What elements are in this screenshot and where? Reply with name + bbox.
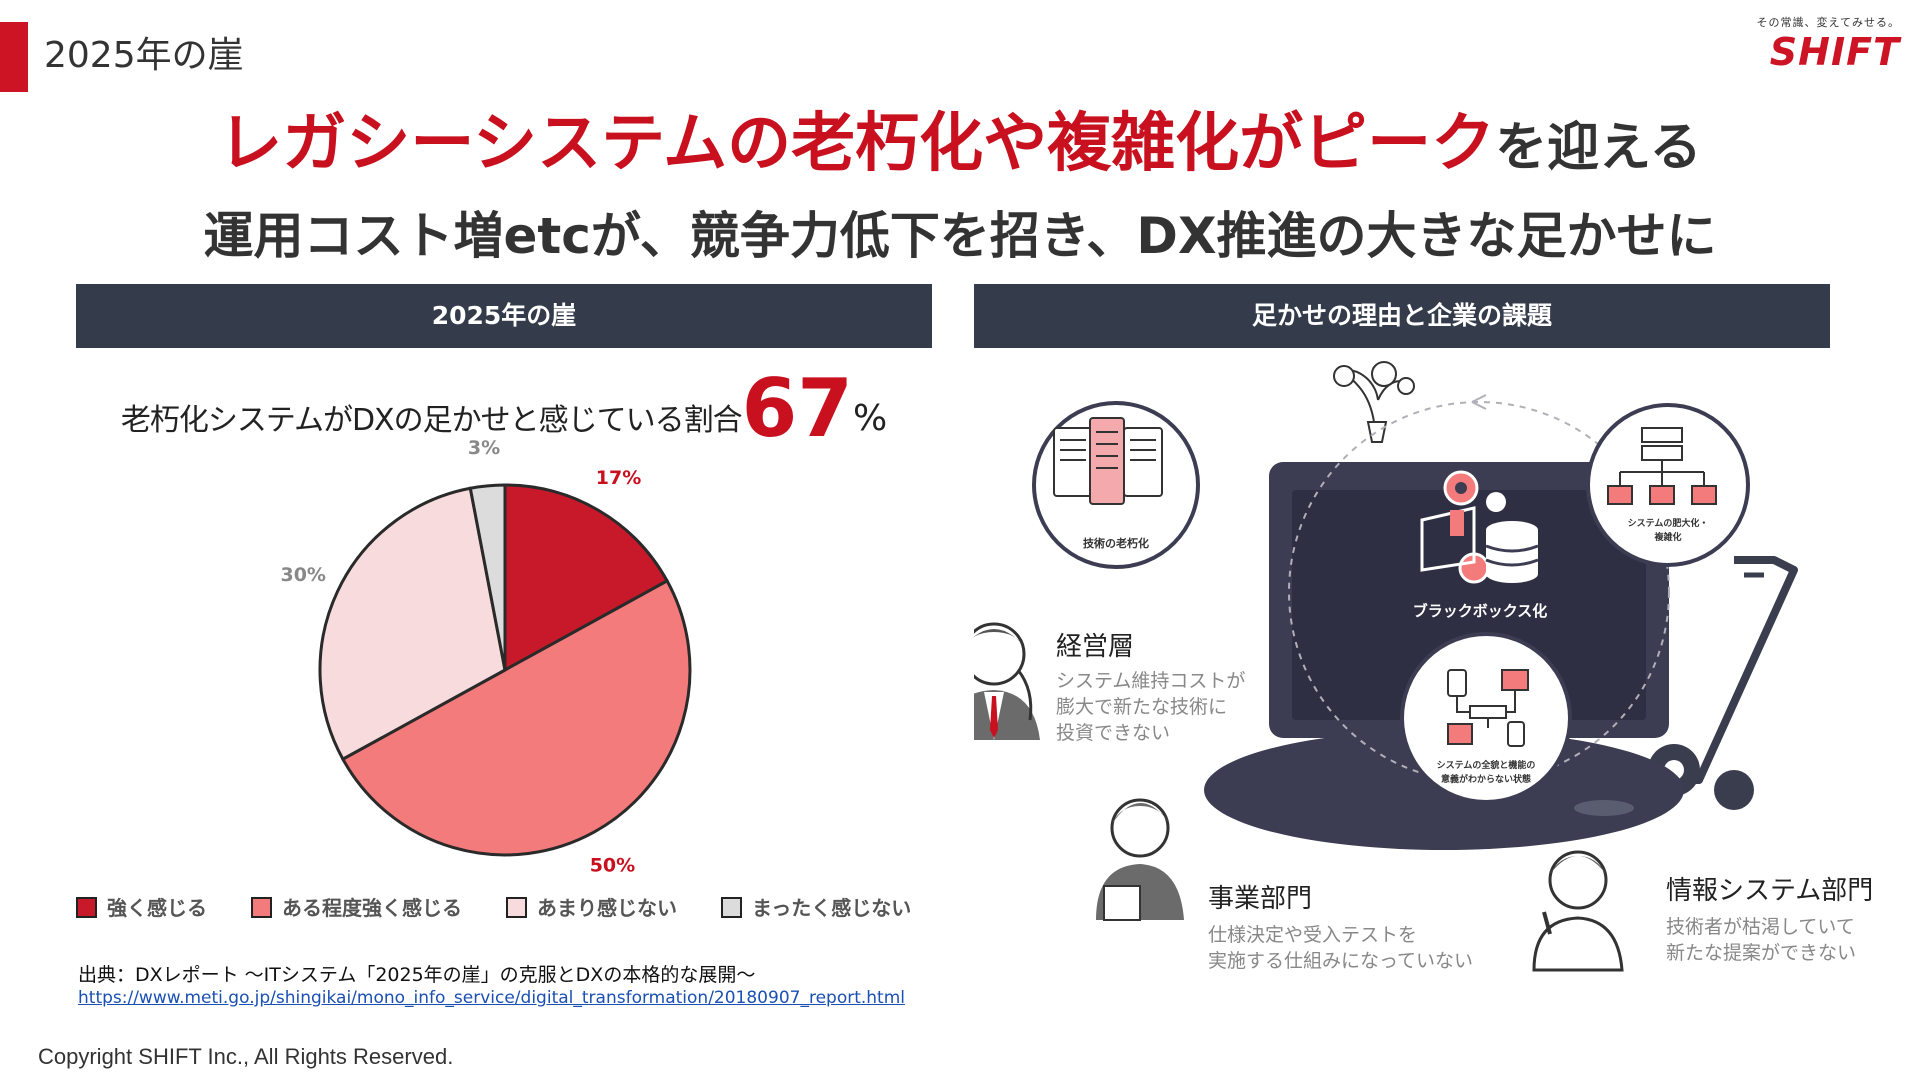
executive-figure-icon: [974, 622, 1040, 740]
legend-label: あまり感じない: [537, 896, 677, 920]
persona-line: 仕様決定や受入テストを: [1208, 924, 1418, 946]
persona-title-executive: 経営層: [1056, 632, 1135, 662]
legend-item: あまり感じない: [506, 892, 677, 921]
cycle-arrow: [1288, 401, 1670, 783]
legend-swatch: [76, 897, 97, 918]
slide-label: 2025年の崖: [44, 35, 244, 76]
server-rack-icon: [1053, 417, 1163, 505]
aging-tech-label: 技術の老朽化: [1083, 536, 1149, 550]
chart-legend: 強く感じる ある程度強く感じる あまり感じない まったく感じない: [76, 892, 955, 921]
logo-wordmark: SHIFT: [1769, 30, 1900, 74]
legend-item: ある程度強く感じる: [251, 892, 462, 921]
bloat-circle: システムの肥大化・ 複雑化: [1586, 403, 1750, 567]
unknown-system-circle: システムの全貌と機能の 意義がわからない状態: [1400, 632, 1572, 804]
accent-bar: [0, 22, 28, 92]
legend-label: まったく感じない: [752, 896, 912, 920]
source-citation: 出典：DXレポート ～ITシステム「2025年の崖」の克服とDXの本格的な展開～: [78, 964, 756, 986]
legend-label: ある程度強く感じる: [282, 896, 462, 920]
source-link[interactable]: https://www.meti.go.jp/shingikai/mono_in…: [78, 988, 905, 1008]
bloat-label-line2: 複雑化: [1653, 531, 1681, 543]
persona-line: システム維持コストが: [1056, 670, 1246, 692]
persona-line: 実施する仕組みになっていない: [1208, 950, 1474, 972]
pie-slice: [318, 486, 507, 762]
chart-caption-text: 老朽化システムがDXの足かせと感じている割合: [120, 403, 743, 438]
persona-title-it: 情報システム部門: [1666, 876, 1874, 906]
pie-slice: [503, 483, 670, 673]
gear-icon: [1443, 470, 1506, 584]
copyright: Copyright SHIFT Inc., All Rights Reserve…: [38, 1044, 454, 1069]
subheadline: 運用コスト増etcが、競争力低下を招き、DX推進の大きな足かせに: [203, 207, 1717, 265]
blackbox-group: ブラックボックス化: [1413, 470, 1548, 620]
pie-slice-label: 3%: [468, 440, 500, 459]
bloat-label-line1: システムの肥大化・: [1628, 517, 1709, 529]
business-figure-icon: [1096, 798, 1184, 921]
flower-icon: [1333, 361, 1415, 443]
unknown-label-line2: 意義がわからない状態: [1441, 773, 1531, 785]
pie-slice: [340, 578, 692, 857]
logo-tagline: その常識、変えてみせる。: [1756, 16, 1900, 29]
persona-line: 技術者が枯渇していて: [1666, 916, 1855, 938]
pie-slice-label: 50%: [590, 854, 635, 876]
headline-tail: を迎える: [1495, 118, 1702, 178]
persona-text-business: 仕様決定や受入テストを 実施する仕組みになっていない: [1208, 922, 1473, 974]
unknown-label-line1: システムの全貌と機能の: [1437, 759, 1536, 771]
chart-caption-unit: %: [852, 398, 888, 439]
database-icon: [1485, 521, 1539, 583]
legacy-system-illustration: 技術の老朽化 ブラックボックス化: [974, 361, 1798, 972]
chart-caption-value: 67: [741, 362, 853, 455]
blackbox-label: ブラックボックス化: [1413, 602, 1548, 620]
shift-logo: その常識、変えてみせる。 SHIFT: [1757, 14, 1900, 74]
aging-tech-circle: 技術の老朽化: [1032, 401, 1200, 569]
persona-line: 投資できない: [1056, 722, 1171, 744]
persona-text-executive: システム維持コストが 膨大で新たな技術に 投資できない: [1056, 668, 1245, 746]
it-staff-figure-icon: [1532, 850, 1624, 972]
persona-line: 新たな提案ができない: [1666, 942, 1857, 964]
legend-label: 強く感じる: [107, 896, 207, 920]
chart-caption: 老朽化システムがDXの足かせと感じている割合67%: [76, 362, 932, 455]
headline-emphasis: レガシーシステムの老朽化や複雑化がピーク: [218, 107, 1496, 181]
legend-swatch: [721, 897, 742, 918]
left-panel-header: 2025年の崖: [76, 284, 932, 348]
legend-swatch: [506, 897, 527, 918]
persona-title-business: 事業部門: [1208, 884, 1313, 914]
legend-swatch: [251, 897, 272, 918]
legend-item: 強く感じる: [76, 892, 207, 921]
pie-slice: [468, 483, 507, 671]
pie-slice-label: 17%: [596, 467, 641, 489]
box-icon: [1420, 506, 1476, 572]
pie-slice-label: 30%: [280, 564, 325, 586]
devices-diagram-icon: [1447, 669, 1529, 747]
headline: レガシーシステムの老朽化や複雑化がピークを迎える: [0, 92, 1920, 184]
pie-chart: 17% 50% 30% 3%: [280, 440, 692, 876]
network-diagram-icon: [1607, 427, 1717, 505]
persona-line: 膨大で新たな技術に: [1056, 696, 1228, 718]
persona-text-it: 技術者が枯渇していて 新たな提案ができない: [1666, 914, 1856, 966]
legend-item: まったく感じない: [721, 892, 911, 921]
right-panel-header: 足かせの理由と企業の課題: [974, 284, 1830, 348]
